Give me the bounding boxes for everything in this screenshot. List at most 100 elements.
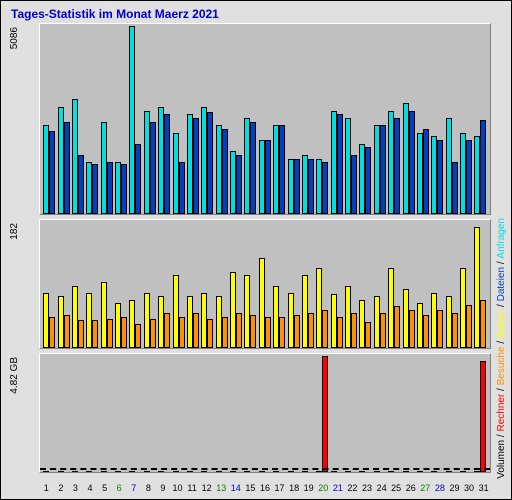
bar-group (101, 282, 113, 348)
bar-group (446, 471, 458, 472)
bar-besuche (179, 317, 185, 348)
bar-besuche (150, 319, 156, 348)
bar-group (144, 111, 156, 214)
bar-dateien (337, 114, 343, 214)
bar-group (72, 286, 84, 348)
bar-dateien (466, 140, 472, 214)
x-tick: 17 (274, 483, 286, 493)
legend-item: Dateien (496, 267, 507, 301)
bar-group (431, 136, 443, 214)
bar-volumen (230, 471, 236, 472)
bar-group (460, 133, 472, 214)
bar-group (58, 471, 70, 472)
x-tick: 11 (186, 483, 198, 493)
bar-volumen (331, 471, 337, 472)
legend-sep: / (496, 259, 507, 267)
bar-group (345, 286, 357, 348)
bar-volumen (244, 471, 250, 472)
y-label-panel2: 182 (9, 223, 20, 240)
bar-volumen (173, 471, 179, 472)
bar-group (273, 125, 285, 214)
bar-dateien (121, 164, 127, 214)
bar-dateien (135, 144, 141, 214)
bar-volumen (273, 471, 279, 472)
bar-group (144, 471, 156, 472)
x-tick: 6 (113, 483, 125, 493)
bar-group (158, 471, 170, 472)
bar-besuche (222, 317, 228, 348)
bar-group (388, 471, 400, 472)
bar-group (359, 144, 371, 214)
bar-group (173, 133, 185, 214)
x-tick: 3 (69, 483, 81, 493)
bar-besuche (193, 313, 199, 348)
bar-group (431, 471, 443, 472)
bar-group (201, 107, 213, 214)
bar-group (374, 471, 386, 472)
bar-dateien (423, 129, 429, 214)
x-tick: 13 (215, 483, 227, 493)
bar-besuche (452, 313, 458, 348)
legend: Volumen / Rechner / Besuche / Seiten / D… (496, 218, 507, 479)
bar-group (417, 471, 429, 472)
bar-dateien (78, 155, 84, 214)
x-tick: 18 (288, 483, 300, 493)
x-tick: 29 (448, 483, 460, 493)
legend-item: Rechner (496, 394, 507, 432)
bar-group (101, 122, 113, 214)
chart-title: Tages-Statistik im Monat Maerz 2021 (11, 7, 219, 21)
legend-sep: / (496, 302, 507, 310)
legend-item: Volumen (496, 440, 507, 479)
legend-item: Seiten (496, 310, 507, 338)
bar-group (302, 471, 314, 472)
bar-group (288, 471, 300, 472)
bar-volumen (58, 471, 64, 472)
chart-container: Tages-Statistik im Monat Maerz 2021 5086… (0, 0, 512, 500)
bar-volumen (216, 471, 222, 472)
bar-group (474, 227, 486, 348)
bar-besuche (78, 320, 84, 348)
bar-volumen (388, 471, 394, 472)
bar-group (273, 286, 285, 348)
bar-dateien (107, 162, 113, 214)
x-tick: 1 (40, 483, 52, 493)
bar-besuche (107, 319, 113, 348)
y-label-panel1: 5086 (9, 27, 20, 49)
bar-dateien (322, 162, 328, 214)
bar-volumen (86, 471, 92, 472)
legend-sep: / (496, 432, 507, 440)
bar-group (187, 114, 199, 214)
x-tick: 2 (55, 483, 67, 493)
legend-item: Besuche (496, 347, 507, 386)
bar-dateien (351, 155, 357, 214)
bar-group (446, 118, 458, 214)
x-tick: 12 (201, 483, 213, 493)
bar-volumen (201, 471, 207, 472)
bar-dateien (380, 125, 386, 214)
bar-volumen (359, 471, 365, 472)
legend-item: Anfragen (496, 218, 507, 259)
bar-group (72, 471, 84, 472)
bar-group (359, 300, 371, 348)
bar-group (259, 258, 271, 348)
bar-group (230, 471, 242, 472)
bar-dateien (480, 120, 486, 214)
bar-group (417, 303, 429, 348)
bar-group (446, 296, 458, 348)
bar-group (201, 471, 213, 472)
bar-group (86, 471, 98, 472)
bar-group (43, 471, 55, 472)
bar-besuche (380, 313, 386, 348)
bar-besuche (365, 322, 371, 348)
bar-group (58, 296, 70, 348)
bar-group (158, 296, 170, 348)
bar-group (474, 361, 486, 472)
bar-besuche (337, 317, 343, 348)
bar-dateien (49, 131, 55, 214)
bar-dateien (222, 129, 228, 214)
bar-volumen (403, 471, 409, 472)
bar-dateien (294, 159, 300, 214)
y-label-panel3: 4.82 GB (9, 357, 20, 394)
bar-volumen (288, 471, 294, 472)
bar-group (173, 471, 185, 472)
